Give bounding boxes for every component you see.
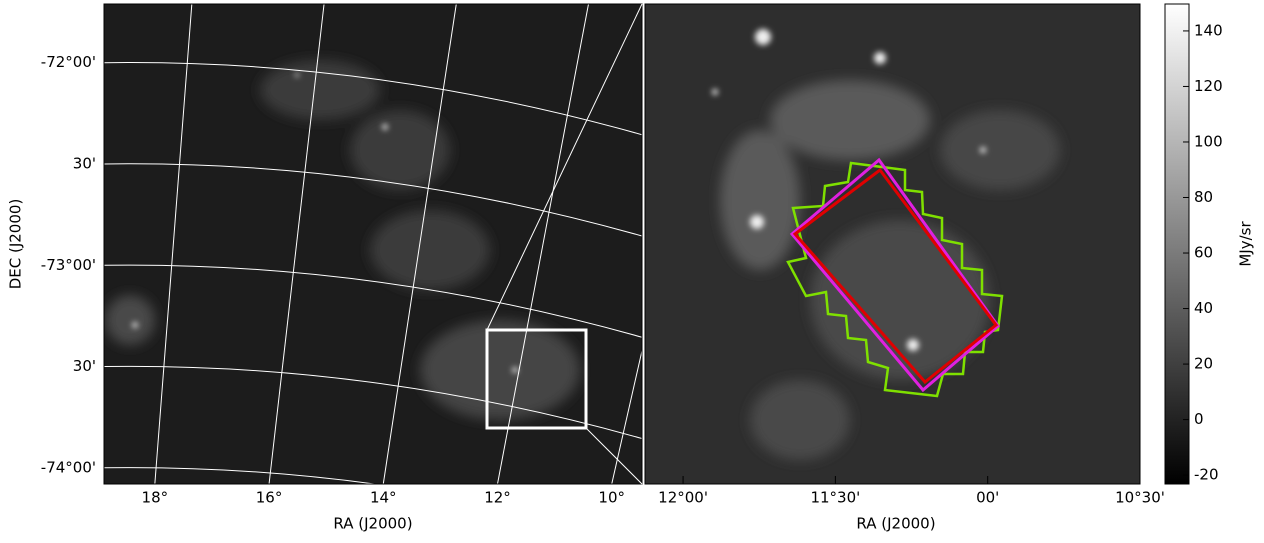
x-axis-label: RA (J2000): [856, 515, 935, 533]
x-tick-label: 16°: [256, 489, 283, 507]
x-tick-label: 12°00': [658, 489, 708, 507]
colorbar-tick-label: 60: [1194, 244, 1213, 262]
y-tick-label: -74°00': [41, 458, 96, 476]
y-tick-label: 30': [73, 155, 96, 173]
y-tick-label: -73°00': [41, 256, 96, 274]
x-tick-label: 12°: [484, 489, 511, 507]
colorbar-tick-label: 20: [1194, 355, 1213, 373]
grid-line: [497, 4, 589, 484]
colorbar-tick-label: 100: [1194, 132, 1223, 150]
colorbar-tick-label: 140: [1194, 21, 1223, 39]
colorbar-tick-label: -20: [1194, 466, 1219, 484]
zoom-box: [485, 328, 588, 430]
x-tick-label: 10°: [598, 489, 625, 507]
x-tick-label: 14°: [370, 489, 397, 507]
y-tick-label: -72°00': [41, 53, 96, 71]
footprint-magenta: [789, 157, 1001, 393]
y-axis-label: DEC (J2000): [7, 199, 25, 290]
grid-line: [104, 264, 642, 338]
colorbar-tick-label: 0: [1194, 410, 1204, 428]
right-frame: [644, 3, 1141, 485]
y-tick-label: 30': [73, 357, 96, 375]
right-image: [645, 4, 1140, 484]
grid-line: [154, 4, 193, 484]
colorbar-tick-label: 120: [1194, 77, 1223, 95]
footprint-red: [792, 167, 999, 385]
colorbar-label: MJy/sr: [1237, 221, 1255, 267]
x-tick-label: 00': [976, 489, 999, 507]
grid-line: [611, 348, 642, 484]
colorbar-tick-label: 40: [1194, 299, 1213, 317]
grid-line: [104, 365, 642, 440]
left-frame: [103, 3, 643, 485]
zoom-line: [486, 3, 643, 331]
grid-line: [104, 163, 642, 237]
grid-line: [268, 4, 325, 484]
left-image: [104, 4, 642, 484]
colorbar-tick-label: 80: [1194, 188, 1213, 206]
x-axis-label: RA (J2000): [333, 515, 412, 533]
grid-line: [104, 62, 642, 136]
grid-line: [382, 4, 457, 484]
x-tick-label: 18°: [142, 489, 169, 507]
colorbar: [1164, 3, 1190, 485]
x-tick-label: 11°30': [810, 489, 860, 507]
x-tick-label: 10°30': [1115, 489, 1165, 507]
zoom-line: [585, 427, 643, 485]
